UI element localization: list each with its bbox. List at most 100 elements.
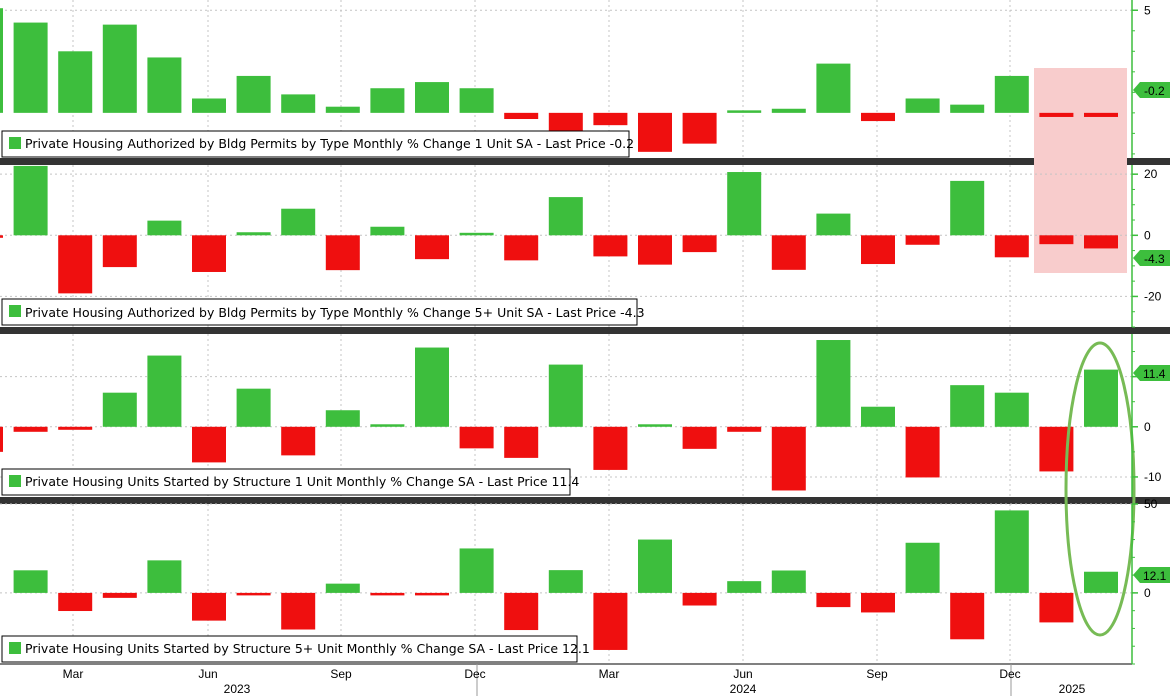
bar-4-23 [994,510,1029,593]
legend-panel-3: Private Housing Units Started by Structu… [1,468,579,496]
bar-2-17 [682,235,717,253]
last-value-label-1: -0.2 [1144,84,1165,98]
bar-4-11 [459,548,494,593]
bar-1-24 [950,104,985,113]
y-tick-label-2-2: 0 [1144,228,1151,242]
bar-4-14 [593,592,628,650]
legend-panel-2: Private Housing Authorized by Bldg Permi… [1,298,645,326]
year-label-2023: 2023 [224,682,251,696]
bar-2-24 [994,235,1029,258]
y-tick-label-1-1: 5 [1144,3,1151,17]
bar-1-12 [415,82,449,113]
bar-4-22 [950,592,985,640]
bar-1-6 [147,57,182,113]
bar-1-27 [1084,112,1118,117]
bar-4-7 [281,592,316,630]
y-tick-label-4-1: 50 [1144,497,1158,511]
last-value-tag-2: -4.3 [1133,250,1170,266]
month-label-jun-2024: Jun [733,667,752,681]
bar-3-26 [1084,369,1118,427]
bar-3-18 [727,426,762,432]
bar-3-4 [102,392,137,427]
bar-1-9 [281,94,316,113]
bar-2-9 [325,235,360,271]
panel-separator-2 [0,327,1170,334]
bar-2-13 [504,235,539,261]
bar-3-1 [0,426,3,452]
month-label-mar-2024: Mar [599,667,620,681]
bar-2-23 [950,180,985,236]
bar-4-18 [771,570,806,593]
bar-1-21 [816,63,851,113]
bar-4-20 [861,592,895,613]
bar-2-16 [638,235,672,265]
legend-label-1: Private Housing Authorized by Bldg Permi… [25,136,634,151]
bar-4-15 [638,539,672,593]
bar-3-11 [415,347,449,427]
bar-3-17 [682,426,717,449]
bar-4-6 [236,592,271,596]
bar-3-22 [905,426,940,478]
bar-1-13 [459,88,494,113]
bar-2-6 [192,235,226,272]
bar-3-24 [994,392,1029,427]
bar-4-19 [816,592,851,608]
legend-swatch-1 [9,137,21,149]
month-label-dec-2024: Dec [999,667,1020,681]
bar-3-7 [236,388,271,427]
bar-4-21 [905,542,940,593]
last-value-tag-3: 11.4 [1133,365,1170,381]
bar-4-10 [415,592,449,596]
legend-panel-4: Private Housing Units Started by Structu… [1,635,590,663]
bar-2-1 [0,235,3,238]
bar-2-7 [236,232,271,236]
y-tick-label-2-1: 20 [1144,167,1158,181]
bar-2-4 [102,235,137,268]
legend-swatch-2 [9,305,21,317]
legend-swatch-4 [9,642,21,654]
bar-4-5 [192,592,226,621]
legend-panel-1: Private Housing Authorized by Bldg Permi… [1,130,634,158]
bar-1-7 [192,98,226,113]
bar-3-10 [370,424,405,427]
legend-label-4: Private Housing Units Started by Structu… [25,641,590,656]
bar-3-19 [771,426,806,491]
y-tick-label-2-3: -20 [1144,289,1162,303]
bar-2-21 [861,235,895,265]
bar-3-21 [861,406,895,427]
bar-4-8 [325,583,360,593]
x-axis: Mar Jun Sep Dec Mar Jun Sep Dec 2023 202… [63,667,1086,696]
bar-2-26 [1084,235,1118,249]
bar-4-1 [13,570,48,593]
bar-4-17 [727,581,762,593]
x-axis-background [0,664,1170,696]
bar-3-3 [58,426,93,430]
month-label-sep-2023: Sep [330,667,352,681]
y-tick-label-4-2: 0 [1144,586,1151,600]
legend-swatch-3 [9,475,21,487]
bar-1-10 [325,106,360,113]
bar-3-6 [192,426,226,463]
bar-1-17 [638,112,672,152]
month-label-jun-2023: Jun [198,667,217,681]
bar-4-25 [1084,571,1118,593]
bar-1-2 [0,8,3,113]
bar-1-14 [504,112,539,120]
bar-2-22 [905,235,940,245]
bar-2-10 [370,226,405,236]
bar-1-20 [771,108,806,113]
month-label-sep-2024: Sep [866,667,888,681]
last-value-label-3: 11.4 [1143,367,1166,381]
bar-3-8 [281,426,316,456]
bar-1-19 [727,110,762,113]
year-label-2025: 2025 [1059,682,1086,696]
bar-2-18 [727,172,762,236]
bar-1-25 [994,75,1029,113]
bar-4-12 [504,592,539,631]
y-tick-label-3-2: 0 [1144,420,1151,434]
last-value-label-2: -4.3 [1144,252,1165,266]
bar-2-25 [1039,235,1074,245]
bar-1-8 [236,75,271,113]
panel-separator-3 [0,497,1170,504]
